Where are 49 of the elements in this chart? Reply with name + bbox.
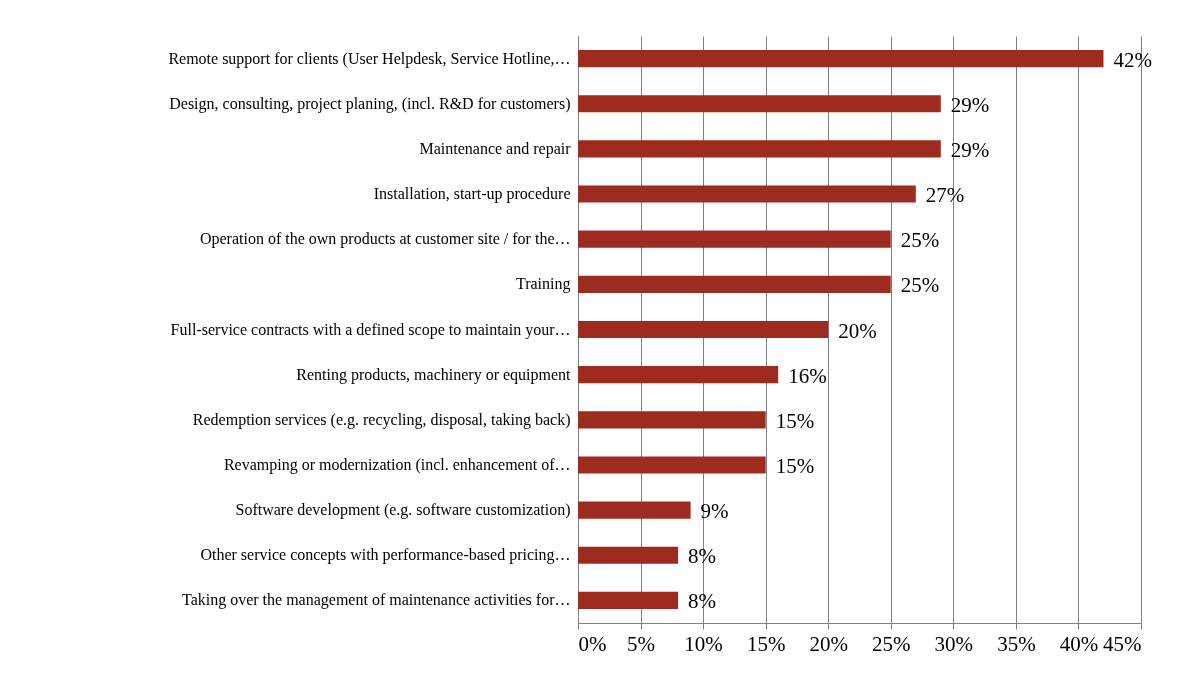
x-tick-label: 5% (627, 631, 656, 656)
y-tick-label: Operation of the own products at customer site / for the… (199, 230, 571, 249)
bar (578, 501, 691, 519)
y-tick-label: Full-service contracts with a defined scope to maintain your… (170, 320, 571, 339)
data-label: 25% (900, 273, 940, 298)
y-tick-label: Installation, start-up procedure (373, 185, 571, 204)
bar (578, 591, 679, 609)
data-label: 29% (950, 137, 990, 162)
data-label: 16% (788, 363, 827, 388)
y-tick-label: Design, consulting, project planing, (incl. R&D for customers) (169, 94, 571, 113)
bar (578, 546, 679, 564)
y-tick-label: Remote support for clients (User Helpdesk, Service Hotline,… (168, 49, 571, 68)
data-label: 42% (1113, 47, 1152, 72)
x-tick-label: 45% (1103, 631, 1142, 656)
y-tick-label: Training (515, 275, 571, 294)
bar (578, 230, 891, 248)
y-tick-label: Revamping or modernization (incl. enhancement of… (223, 455, 571, 474)
x-tick-label: 30% (934, 631, 974, 656)
x-tick-label: 20% (809, 631, 848, 656)
bar (578, 140, 941, 158)
x-tick-label: 0% (578, 631, 607, 656)
bar (578, 50, 1104, 68)
data-label: 8% (688, 544, 717, 569)
x-tick-label: 35% (997, 631, 1036, 656)
y-tick-label: Taking over the management of maintenance activities for… (181, 591, 571, 610)
y-tick-label: Other service concepts with performance-based pricing… (200, 546, 571, 565)
y-tick-label: Renting products, machinery or equipment (296, 365, 572, 384)
y-tick-label: Maintenance and repair (419, 139, 572, 158)
x-tick-label: 15% (746, 631, 786, 656)
data-label: 15% (775, 408, 815, 433)
x-tick-label: 10% (684, 631, 723, 656)
bar (578, 275, 891, 293)
data-label: 9% (700, 499, 729, 524)
data-label: 29% (950, 92, 990, 117)
bar (578, 456, 766, 474)
data-label: 20% (838, 318, 877, 343)
y-tick-label: Software development (e.g. software customization) (235, 501, 571, 520)
y-tick-label: Redemption services (e.g. recycling, disposal, taking back) (192, 410, 571, 429)
bar (578, 411, 766, 429)
bar (578, 320, 829, 339)
x-tick-label: 40% (1059, 631, 1099, 656)
bar (578, 366, 779, 384)
data-label: 15% (775, 453, 815, 478)
bar (578, 185, 916, 203)
data-label: 25% (900, 228, 940, 253)
data-label: 8% (688, 589, 717, 614)
bar (578, 95, 941, 113)
data-label: 27% (925, 183, 965, 208)
x-tick-label: 25% (872, 631, 911, 656)
